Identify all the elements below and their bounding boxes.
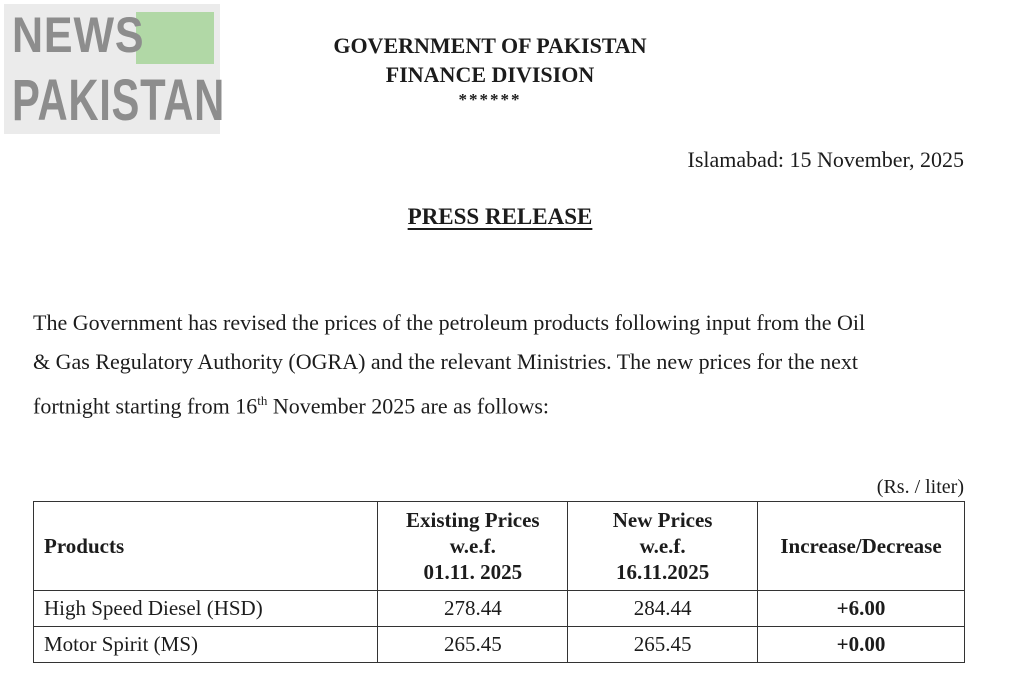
header-existing-line-3: 01.11. 2025 <box>423 560 523 584</box>
header-existing-line-1: Existing Prices <box>406 508 540 532</box>
product-name: High Speed Diesel (HSD) <box>32 590 379 627</box>
table-row: High Speed Diesel (HSD) 278.44 284.44 +6… <box>32 590 965 627</box>
header-new-prices: New Prices w.e.f. 16.11.2025 <box>567 501 759 591</box>
body-line-1: The Government has revised the prices of… <box>33 310 866 335</box>
ordinal-suffix: th <box>257 393 268 408</box>
body-line-2: & Gas Regulatory Authority (OGRA) and th… <box>33 349 859 374</box>
press-release-title: PRESS RELEASE <box>407 204 593 229</box>
new-price: 284.44 <box>567 590 759 627</box>
body-line-3-end: November 2025 are as follows: <box>267 393 550 419</box>
body-line-3: fortnight starting from 16th November 20… <box>33 381 968 425</box>
price-table: Products Existing Prices w.e.f. 01.11. 2… <box>32 501 965 663</box>
header-new-line-3: 16.11.2025 <box>615 560 710 584</box>
header-increase-decrease: Increase/Decrease <box>757 501 965 591</box>
body-paragraph: The Government has revised the prices of… <box>33 303 968 425</box>
table-header-row: Products Existing Prices w.e.f. 01.11. 2… <box>32 501 965 591</box>
new-price: 265.45 <box>567 626 759 663</box>
news-pakistan-logo: NEWS PAKISTAN <box>4 4 224 134</box>
product-name: Motor Spirit (MS) <box>32 626 379 663</box>
unit-note: (Rs. / liter) <box>876 476 964 498</box>
header-existing-line-2: w.e.f. <box>449 534 496 558</box>
price-change: +0.00 <box>757 626 965 663</box>
table-row: Motor Spirit (MS) 265.45 265.45 +0.00 <box>32 626 965 663</box>
price-change: +6.00 <box>757 590 965 627</box>
header-products: Products <box>32 501 379 591</box>
header-asterisks: ****** <box>458 90 522 109</box>
body-line-3-start: fortnight starting from 16 <box>33 393 258 419</box>
header-division: FINANCE DIVISION <box>385 62 595 87</box>
logo-word-news: NEWS <box>12 7 145 63</box>
header-government: GOVERNMENT OF PAKISTAN <box>333 33 647 58</box>
header-new-line-1: New Prices <box>612 508 713 532</box>
release-date: Islamabad: 15 November, 2025 <box>687 147 965 172</box>
logo-word-pakistan: PAKISTAN <box>12 68 226 133</box>
existing-price: 265.45 <box>377 626 569 663</box>
logo-green-block <box>136 12 214 64</box>
existing-price: 278.44 <box>377 590 569 627</box>
header-existing-prices: Existing Prices w.e.f. 01.11. 2025 <box>377 501 569 591</box>
header-new-line-2: w.e.f. <box>639 534 686 558</box>
